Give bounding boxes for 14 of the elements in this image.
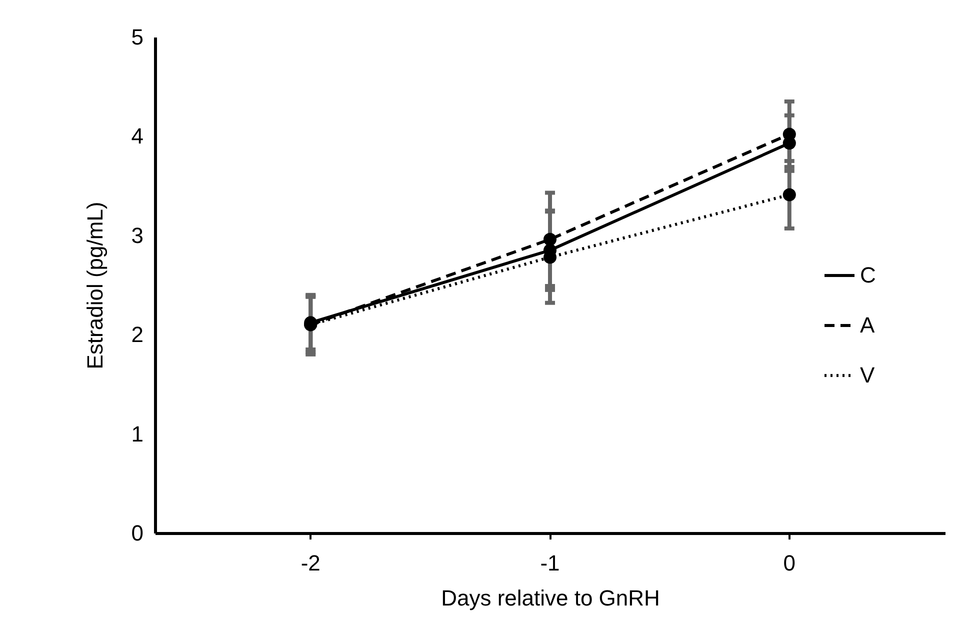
- y-tick-label: 2: [131, 322, 144, 348]
- y-axis-title: Estradiol (pg/mL): [82, 202, 108, 370]
- y-tick-label: 5: [131, 24, 144, 50]
- x-tick-label: -1: [540, 550, 560, 576]
- legend-label: C: [860, 262, 876, 288]
- y-tick-label: 1: [131, 421, 144, 446]
- x-tick-label: 0: [783, 550, 796, 576]
- legend-label: V: [860, 362, 875, 388]
- x-tick-label: -2: [300, 550, 320, 576]
- legend-label: A: [860, 312, 875, 338]
- x-axis-title: Days relative to GnRH: [441, 586, 660, 610]
- y-tick-label: 4: [131, 124, 144, 149]
- y-tick-label: 3: [131, 222, 144, 248]
- y-tick-label: 0: [131, 520, 144, 546]
